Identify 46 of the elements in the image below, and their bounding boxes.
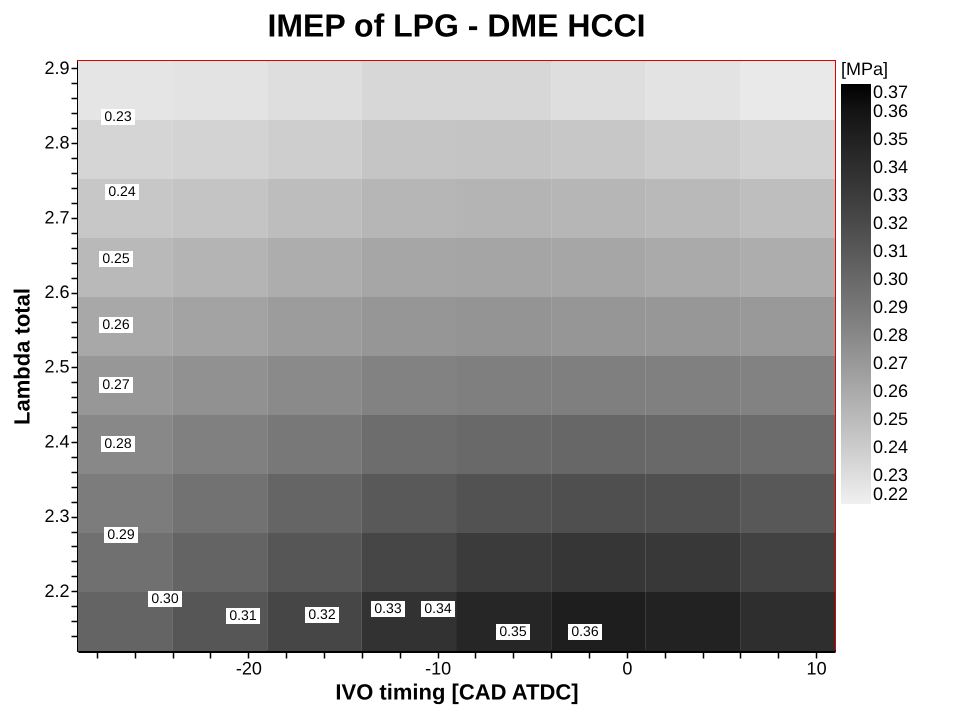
color-bar-label: 0.36 [873, 101, 908, 121]
y-tick-label: 2.7 [44, 207, 70, 228]
annotation: 0.24 [108, 183, 136, 199]
y-tick-label: 2.8 [44, 132, 70, 153]
annotation: 0.34 [424, 600, 452, 616]
annotation: 0.25 [102, 250, 130, 266]
y-axis-title: Lambda total [9, 288, 34, 425]
x-tick-label: 10 [806, 658, 827, 678]
y-tick-label: 2.2 [44, 580, 70, 601]
annotation: 0.31 [229, 607, 257, 623]
color-bar-label: 0.35 [873, 129, 908, 149]
color-bar-label: 0.26 [873, 381, 908, 401]
y-tick-label: 2.6 [44, 282, 70, 302]
annotation: 0.35 [499, 623, 527, 639]
y-tick-label: 2.3 [44, 506, 70, 526]
color-bar-label: 0.37 [873, 82, 908, 102]
annotation: 0.28 [104, 435, 132, 451]
color-bar-label: 0.31 [873, 241, 908, 261]
annotation: 0.29 [107, 526, 135, 542]
color-bar-label: 0.34 [873, 157, 908, 177]
annotation: 0.33 [374, 600, 402, 616]
color-bar-label: 0.25 [873, 409, 908, 429]
y-tick-label: 2.5 [44, 356, 70, 377]
chart-title: IMEP of LPG - DME HCCI [267, 7, 646, 44]
color-bar-label: 0.27 [873, 353, 908, 373]
color-bar-label: 0.32 [873, 213, 908, 233]
annotation: 0.26 [102, 316, 130, 332]
annotation: 0.32 [308, 606, 336, 622]
x-tick-label: -10 [425, 658, 452, 678]
y-tick-label: 2.4 [44, 431, 70, 452]
color-bar-label: 0.23 [873, 465, 908, 485]
annotation: 0.27 [102, 376, 130, 392]
x-axis-title: IVO timing [CAD ATDC] [335, 680, 579, 704]
color-bar-label: 0.30 [873, 269, 908, 289]
color-bar-label: 0.29 [873, 297, 908, 317]
color-bar-label: 0.24 [873, 437, 908, 457]
color-bar-label: 0.33 [873, 185, 908, 205]
annotation: 0.36 [571, 623, 599, 639]
x-tick-label: 0 [622, 658, 632, 678]
color-bar-title: [MPa] [841, 59, 888, 79]
annotation: 0.23 [104, 108, 132, 124]
annotation: 0.30 [151, 590, 179, 606]
color-bar-label: 0.22 [873, 484, 908, 504]
x-tick-label: -20 [236, 658, 262, 678]
color-bar-label: 0.28 [873, 325, 908, 345]
y-tick-label: 2.9 [44, 58, 70, 78]
